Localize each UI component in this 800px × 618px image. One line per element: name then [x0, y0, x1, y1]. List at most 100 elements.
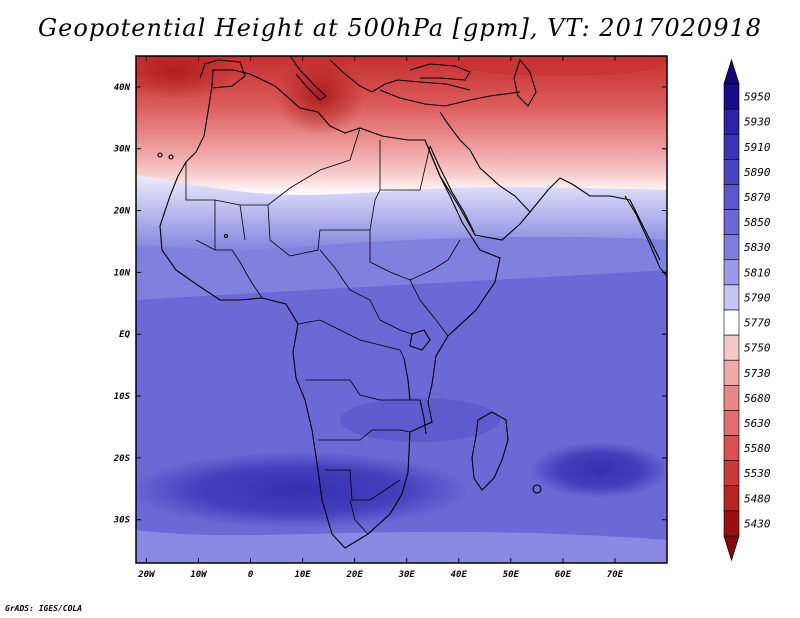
- colorbar-label: 5730: [744, 367, 771, 380]
- colorbar-swatch: [723, 309, 740, 336]
- colorbar-swatch: [723, 184, 740, 210]
- coastlines: [157, 56, 667, 549]
- india-coastline: [624, 195, 667, 277]
- colorbar: 5950 5930 5910 5890 5870 5850 5830 5810 5790 5770…: [723, 58, 771, 562]
- colorbar-label: 5630: [744, 417, 771, 430]
- border: [349, 499, 369, 535]
- lon-tick-label: 30E: [398, 570, 416, 580]
- border: [318, 429, 411, 441]
- colorbar-label: 5430: [744, 517, 771, 530]
- colorbar-swatch: [723, 159, 740, 185]
- red-sea-coastline: [429, 145, 475, 233]
- map-title: Geopotential Height at 500hPa [gpm], VT:…: [38, 14, 762, 42]
- colorbar-swatch: [723, 385, 740, 411]
- colorbar-swatch: [723, 334, 740, 361]
- lat-tick-label: 20N: [113, 207, 131, 217]
- colorbar-label: 5680: [744, 392, 771, 405]
- field-atlantic-low: [136, 56, 235, 100]
- colorbar-label: 5930: [744, 116, 771, 129]
- colorbar-label: 5770: [744, 317, 771, 330]
- colorbar-label: 5850: [744, 216, 771, 229]
- field-southern-high: [136, 452, 470, 528]
- lat-tick-label: 40N: [114, 83, 131, 93]
- lon-tick-label: 70E: [607, 570, 624, 580]
- arabia-coastline: [424, 111, 531, 241]
- lat-tick-label: 20S: [113, 454, 131, 464]
- persian-gulf-coastline: [529, 177, 661, 261]
- geopotential-field: [136, 56, 667, 563]
- colorbar-label: 5750: [744, 342, 771, 355]
- plot-frame: [135, 55, 668, 564]
- lake-tanganyika: [403, 357, 411, 401]
- colorbar-swatch: [723, 133, 740, 160]
- border: [319, 249, 413, 335]
- colorbar-bottom-arrow: [723, 535, 740, 562]
- colorbar-swatch: [723, 284, 740, 311]
- colorbar-label: 5480: [744, 492, 771, 505]
- lat-tick-label: 30S: [113, 516, 131, 526]
- border: [297, 319, 405, 359]
- colorbar-label: 5580: [744, 442, 771, 455]
- lon-tick-label: 40E: [451, 570, 468, 580]
- country-borders: [185, 127, 461, 535]
- colorbar-label: 5830: [744, 241, 771, 254]
- lake-malawi: [419, 399, 427, 435]
- lake-victoria: [409, 329, 431, 351]
- lon-tick-label: 20E: [346, 570, 364, 580]
- field-east-africa-band: [340, 398, 500, 442]
- canary-island: [157, 152, 163, 158]
- field-asia-low: [450, 56, 667, 76]
- black-sea-coastline: [409, 63, 471, 81]
- colorbar-swatch: [723, 410, 740, 436]
- field-southern-light-band: [136, 530, 667, 563]
- longitude-axis: 20W 10W 0 10E 20E 30E 40E 50E 60E 70E: [137, 56, 624, 580]
- cape-verde-island: [223, 233, 229, 239]
- field-mediterranean-low: [275, 56, 365, 135]
- colorbar-label: 5870: [744, 191, 771, 204]
- border: [305, 379, 420, 401]
- border: [239, 204, 246, 241]
- field-northern-red: [136, 56, 667, 195]
- colorbar-swatch: [723, 359, 740, 386]
- border: [325, 469, 401, 501]
- border: [267, 140, 381, 257]
- colorbar-label: 5790: [744, 291, 771, 304]
- lon-tick-label: 60E: [555, 570, 572, 580]
- border: [380, 145, 431, 191]
- latitude-axis: 40N 30N 20N 10N EQ 10S 20S 30S: [113, 83, 667, 526]
- lat-tick-label: 10N: [114, 268, 131, 278]
- africa-coastline: [159, 69, 501, 549]
- lat-tick-label: EQ: [119, 330, 130, 340]
- lon-tick-label: 10E: [294, 570, 311, 580]
- madagascar-coastline: [471, 411, 509, 491]
- colorbar-label: 5530: [744, 467, 771, 480]
- colorbar-swatch: [723, 510, 740, 537]
- lat-tick-label: 30N: [113, 145, 131, 155]
- colorbar-swatch: [723, 460, 740, 487]
- colorbar-swatch: [723, 435, 740, 461]
- colorbar-swatch: [723, 108, 740, 135]
- italy-coastline: [289, 56, 327, 101]
- colorbar-label: 5890: [744, 166, 771, 179]
- iberia-coastline: [199, 59, 246, 89]
- lat-tick-label: 10S: [114, 392, 131, 402]
- colorbar-swatch: [723, 209, 740, 235]
- colorbar-label: 5950: [744, 91, 771, 104]
- colorbar-swatch: [723, 83, 740, 110]
- turkey-coastline: [379, 89, 521, 107]
- border: [231, 249, 263, 299]
- colorbar-top-arrow: [723, 58, 740, 85]
- caspian-coastline: [513, 58, 537, 107]
- lon-tick-label: 50E: [503, 570, 520, 580]
- field-indian-ocean-high: [530, 442, 667, 498]
- colorbar-swatch: [723, 234, 740, 261]
- lon-tick-label: 0: [248, 570, 254, 580]
- colorbar-swatch: [723, 485, 740, 512]
- colorbar-swatch: [723, 259, 740, 286]
- mauritius-island: [532, 484, 542, 494]
- lon-tick-label: 20W: [137, 570, 156, 580]
- balkans-coastline: [329, 59, 471, 93]
- colorbar-label: 5910: [744, 141, 771, 154]
- canary-island: [168, 154, 174, 160]
